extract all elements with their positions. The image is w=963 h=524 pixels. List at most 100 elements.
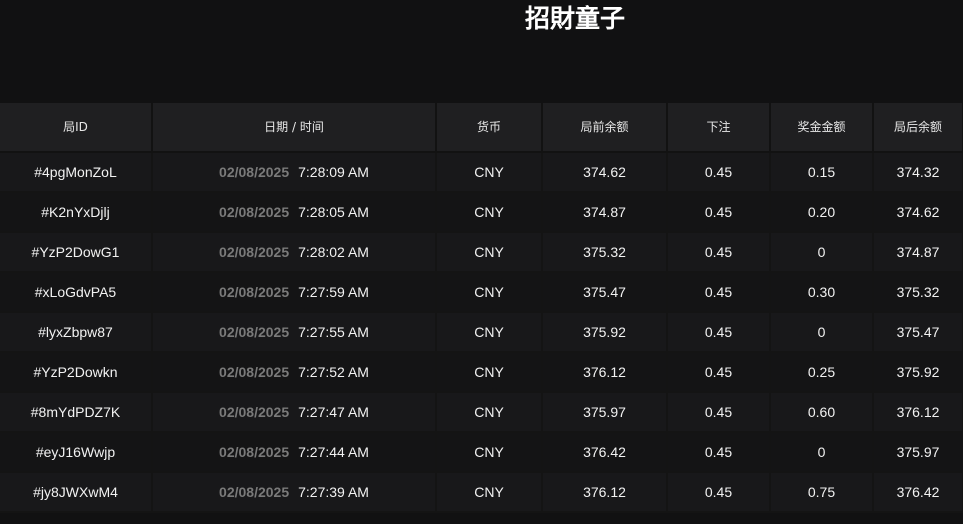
currency: CNY	[436, 232, 543, 273]
table-row[interactable]: #eyJ16Wwjp 02/08/2025 7:27:44 AM CNY 376.42 0…	[0, 432, 963, 473]
balance-before: 375.97	[542, 392, 668, 433]
prize: 0.20	[770, 192, 874, 233]
balance-after: 375.97	[873, 432, 963, 473]
page-header: 招財童子	[0, 0, 963, 103]
currency: CNY	[436, 472, 543, 513]
round-id[interactable]: #YzP2Dowkn	[0, 352, 153, 393]
datetime-cell: 02/08/2025 7:28:02 AM	[152, 232, 437, 273]
col-prize: 奖金金额	[770, 103, 874, 153]
table-row[interactable]: #xLoGdvPA5 02/08/2025 7:27:59 AM CNY 375.47 0…	[0, 272, 963, 313]
time: 7:27:44 AM	[298, 444, 369, 460]
col-currency: 货币	[436, 103, 543, 153]
bet: 0.45	[667, 272, 771, 313]
round-id[interactable]: #eyJ16Wwjp	[0, 432, 153, 473]
date: 02/08/2025	[219, 324, 290, 340]
balance-after: 376.42	[873, 472, 963, 513]
date: 02/08/2025	[219, 244, 290, 260]
round-id[interactable]: #xLoGdvPA5	[0, 272, 153, 313]
bet: 0.45	[667, 392, 771, 433]
time: 7:27:52 AM	[298, 364, 369, 380]
prize: 0	[770, 432, 874, 473]
balance-after: 375.32	[873, 272, 963, 313]
datetime-cell: 02/08/2025 7:27:55 AM	[152, 312, 437, 353]
col-round-id: 局ID	[0, 103, 153, 153]
time: 7:28:09 AM	[298, 164, 369, 180]
history-table-container[interactable]: 局ID 日期 / 时间 货币 局前余额 下注 奖金金额 局后余额 #4pgMon…	[0, 103, 963, 513]
round-id[interactable]: #8mYdPDZ7K	[0, 392, 153, 433]
currency: CNY	[436, 352, 543, 393]
balance-after: 374.87	[873, 232, 963, 273]
table-row[interactable]: #K2nYxDjlj 02/08/2025 7:28:05 AM CNY 374.87 0…	[0, 192, 963, 233]
balance-before: 375.32	[542, 232, 668, 273]
datetime-cell: 02/08/2025 7:28:05 AM	[152, 192, 437, 233]
time: 7:28:02 AM	[298, 244, 369, 260]
datetime-cell: 02/08/2025 7:27:44 AM	[152, 432, 437, 473]
date: 02/08/2025	[219, 404, 290, 420]
prize: 0	[770, 232, 874, 273]
currency: CNY	[436, 312, 543, 353]
col-datetime: 日期 / 时间	[152, 103, 437, 153]
datetime-cell: 02/08/2025 7:28:09 AM	[152, 152, 437, 193]
datetime-cell: 02/08/2025 7:27:52 AM	[152, 352, 437, 393]
bet: 0.45	[667, 312, 771, 353]
currency: CNY	[436, 152, 543, 193]
balance-before: 376.12	[542, 352, 668, 393]
currency: CNY	[436, 392, 543, 433]
balance-before: 375.92	[542, 312, 668, 353]
time: 7:27:39 AM	[298, 484, 369, 500]
bet: 0.45	[667, 432, 771, 473]
balance-after: 375.47	[873, 312, 963, 353]
prize: 0.30	[770, 272, 874, 313]
time: 7:27:59 AM	[298, 284, 369, 300]
table-row[interactable]: #lyxZbpw87 02/08/2025 7:27:55 AM CNY 375.92 0…	[0, 312, 963, 353]
bet: 0.45	[667, 152, 771, 193]
prize: 0.75	[770, 472, 874, 513]
round-id[interactable]: #YzP2DowG1	[0, 232, 153, 273]
history-table: 局ID 日期 / 时间 货币 局前余额 下注 奖金金额 局后余额 #4pgMon…	[0, 103, 963, 513]
prize: 0.60	[770, 392, 874, 433]
date: 02/08/2025	[219, 164, 290, 180]
table-row[interactable]: #YzP2Dowkn 02/08/2025 7:27:52 AM CNY 376.12 0…	[0, 352, 963, 393]
datetime-cell: 02/08/2025 7:27:47 AM	[152, 392, 437, 433]
time: 7:27:47 AM	[298, 404, 369, 420]
balance-after: 374.62	[873, 192, 963, 233]
balance-before: 376.12	[542, 472, 668, 513]
table-row[interactable]: #jy8JWXwM4 02/08/2025 7:27:39 AM CNY 376.12 0…	[0, 472, 963, 513]
prize: 0.15	[770, 152, 874, 193]
balance-before: 374.62	[542, 152, 668, 193]
bet: 0.45	[667, 352, 771, 393]
round-id[interactable]: #lyxZbpw87	[0, 312, 153, 353]
balance-before: 374.87	[542, 192, 668, 233]
bet: 0.45	[667, 192, 771, 233]
table-header: 局ID 日期 / 时间 货币 局前余额 下注 奖金金额 局后余额	[0, 103, 963, 153]
currency: CNY	[436, 272, 543, 313]
round-id[interactable]: #jy8JWXwM4	[0, 472, 153, 513]
currency: CNY	[436, 432, 543, 473]
round-id[interactable]: #4pgMonZoL	[0, 152, 153, 193]
balance-before: 375.47	[542, 272, 668, 313]
balance-after: 376.12	[873, 392, 963, 433]
balance-before: 376.42	[542, 432, 668, 473]
date: 02/08/2025	[219, 284, 290, 300]
balance-after: 374.32	[873, 152, 963, 193]
currency: CNY	[436, 192, 543, 233]
table-row[interactable]: #YzP2DowG1 02/08/2025 7:28:02 AM CNY 375.32 0…	[0, 232, 963, 273]
date: 02/08/2025	[219, 484, 290, 500]
date: 02/08/2025	[219, 364, 290, 380]
date: 02/08/2025	[219, 204, 290, 220]
balance-after: 375.92	[873, 352, 963, 393]
time: 7:27:55 AM	[298, 324, 369, 340]
table-row[interactable]: #8mYdPDZ7K 02/08/2025 7:27:47 AM CNY 375.97 0…	[0, 392, 963, 433]
col-balance-after: 局后余额	[873, 103, 963, 153]
table-row[interactable]: #4pgMonZoL 02/08/2025 7:28:09 AM CNY 374.62 0…	[0, 152, 963, 193]
col-balance-before: 局前余额	[542, 103, 668, 153]
bet: 0.45	[667, 232, 771, 273]
bet: 0.45	[667, 472, 771, 513]
page-title: 招財童子	[524, 4, 625, 33]
datetime-cell: 02/08/2025 7:27:39 AM	[152, 472, 437, 513]
round-id[interactable]: #K2nYxDjlj	[0, 192, 153, 233]
col-bet: 下注	[667, 103, 771, 153]
time: 7:28:05 AM	[298, 204, 369, 220]
prize: 0.25	[770, 352, 874, 393]
date: 02/08/2025	[219, 444, 290, 460]
